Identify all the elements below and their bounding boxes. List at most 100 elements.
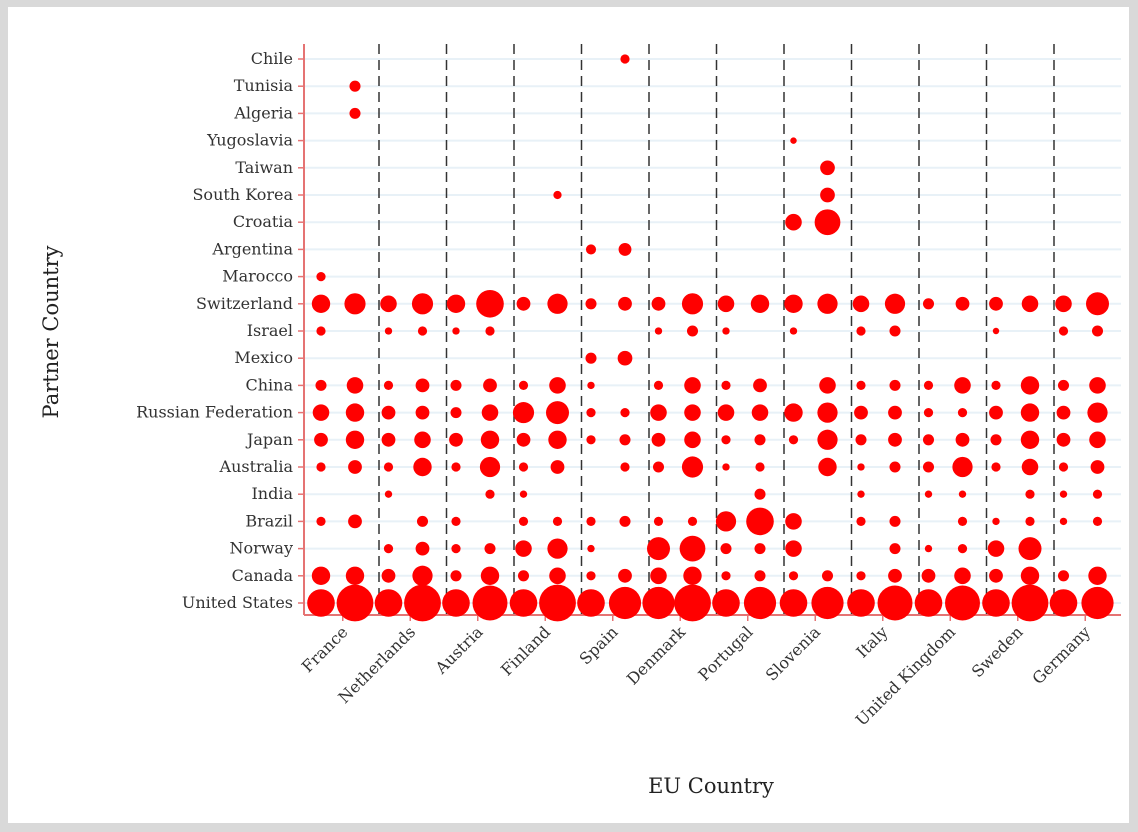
data-point [684, 431, 701, 449]
data-point [518, 462, 529, 472]
data-point [717, 404, 735, 421]
y-tick-label: India [251, 484, 293, 503]
data-point [485, 489, 495, 499]
data-point [817, 293, 838, 314]
data-point [889, 379, 901, 391]
data-point [415, 378, 430, 393]
data-point [1020, 376, 1040, 395]
data-point [683, 566, 702, 585]
data-points [307, 54, 1114, 622]
data-point [618, 242, 632, 256]
data-point [653, 380, 664, 390]
data-point [384, 490, 393, 498]
data-point [647, 537, 670, 561]
data-point [416, 515, 429, 527]
data-point [957, 544, 968, 554]
data-point [721, 571, 731, 581]
data-point [923, 408, 934, 418]
data-point [481, 404, 499, 421]
data-point [1090, 460, 1105, 474]
data-point [483, 378, 497, 393]
data-point [618, 568, 632, 583]
data-point [617, 350, 633, 366]
data-point [750, 294, 770, 313]
data-point [484, 543, 496, 555]
y-ticks: United States Canada Norway Brazil India Aust… [136, 49, 304, 612]
data-point [818, 457, 837, 477]
y-tick-label: Mexico [234, 348, 293, 367]
y-tick-label: Yugoslavia [206, 131, 293, 150]
y-tick-label: Canada [232, 566, 294, 585]
data-point [679, 535, 706, 562]
data-point [814, 209, 841, 236]
y-tick-label: Brazil [245, 511, 293, 530]
data-point [1055, 295, 1072, 313]
data-point [1025, 489, 1035, 499]
y-tick-label: Australia [219, 457, 294, 476]
data-point [383, 544, 394, 554]
data-point [653, 516, 664, 526]
data-point [989, 568, 1003, 583]
data-point [449, 432, 463, 447]
data-point [753, 378, 767, 393]
data-point [651, 296, 666, 311]
data-point [1011, 584, 1049, 622]
data-point [856, 571, 866, 581]
data-point [451, 462, 461, 472]
data-point [945, 585, 980, 621]
data-point [480, 430, 500, 449]
x-axis-title: EU Country [648, 774, 774, 798]
data-point [784, 294, 803, 313]
x-tick-label: Sweden [968, 622, 1027, 681]
data-point [989, 296, 1003, 311]
data-point [1020, 566, 1040, 585]
data-point [620, 54, 630, 64]
data-point [1091, 325, 1104, 337]
data-point [1088, 566, 1107, 585]
data-point [345, 566, 365, 585]
data-point [817, 429, 838, 450]
data-point [336, 584, 374, 622]
data-point [1089, 377, 1106, 394]
data-point [924, 544, 933, 553]
y-axis-title: Partner Country [39, 245, 63, 418]
data-point [1020, 403, 1040, 422]
data-point [315, 379, 327, 391]
data-point [855, 434, 867, 446]
data-point [316, 272, 326, 282]
data-point [452, 327, 460, 335]
y-tick-label: Taiwan [235, 158, 293, 177]
column-separators [378, 44, 1055, 615]
data-point [1081, 586, 1114, 620]
data-point [789, 327, 798, 335]
bubble-chart: United States Canada Norway Brazil India Aust… [39, 44, 1121, 798]
data-point [857, 490, 865, 498]
data-point [779, 589, 808, 617]
data-point [821, 570, 834, 582]
data-point [847, 589, 875, 617]
data-point [413, 457, 432, 477]
data-point [1058, 326, 1069, 336]
data-point [442, 589, 470, 617]
data-point [754, 434, 766, 446]
data-point [651, 432, 666, 447]
data-point [790, 137, 797, 144]
y-tick-label: Israel [247, 321, 293, 340]
data-point [854, 405, 868, 420]
data-point [958, 490, 967, 498]
data-point [548, 430, 567, 449]
data-point [717, 295, 735, 313]
data-point [1025, 516, 1035, 526]
data-point [519, 490, 528, 498]
data-point [417, 326, 428, 336]
data-point [754, 488, 766, 500]
data-point [608, 586, 642, 620]
y-tick-label: South Korea [192, 185, 293, 204]
data-point [746, 507, 774, 536]
data-point [722, 327, 730, 335]
data-point [954, 377, 971, 394]
data-point [587, 544, 595, 553]
y-tick-label: Switzerland [196, 294, 293, 313]
data-point [586, 435, 596, 445]
data-point [348, 460, 362, 474]
